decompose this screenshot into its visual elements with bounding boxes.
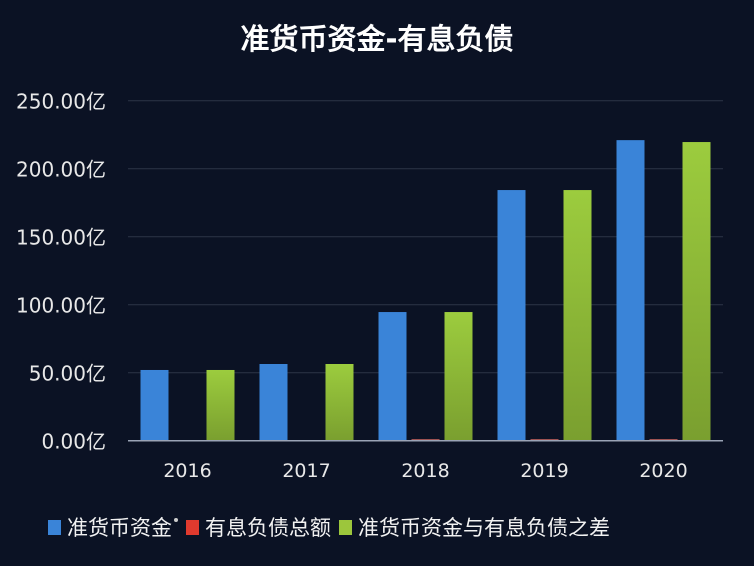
bar-2018-series-0 (378, 312, 407, 441)
x-tick-label: 2017 (282, 460, 330, 482)
x-tick-label: 2016 (163, 460, 211, 482)
legend-swatch-blue (48, 519, 61, 535)
legend-label: 准货币资金 (67, 516, 172, 540)
y-tick-label: 0.00亿 (41, 430, 106, 454)
chart-title: 准货币资金-有息负债 (240, 22, 514, 56)
legend: 准货币资金 有息负债总额 准货币资金与有息负债之差 (48, 512, 618, 542)
y-tick-label: 250.00亿 (16, 90, 106, 114)
legend-swatch-green (339, 519, 352, 535)
bar-2017-series-2 (325, 363, 354, 441)
bar-2018-series-2 (444, 312, 473, 441)
dot-icon (174, 518, 178, 522)
legend-item-difference: 准货币资金与有息负债之差 (339, 512, 610, 542)
bar-2020-series-0 (616, 140, 645, 441)
legend-label: 准货币资金与有息负债之差 (358, 516, 610, 540)
legend-item-debt: 有息负债总额 (186, 512, 331, 542)
bar-2019-series-0 (497, 190, 526, 441)
legend-item-quasi-cash: 准货币资金 (48, 512, 178, 542)
bar-2016-series-0 (140, 369, 169, 441)
bar-2019-series-2 (563, 190, 592, 441)
bar-2016-series-2 (206, 369, 235, 441)
x-tick-label: 2018 (401, 460, 449, 482)
y-tick-label: 150.00亿 (16, 226, 106, 250)
legend-label: 有息负债总额 (205, 516, 331, 540)
y-tick-label: 100.00亿 (16, 294, 106, 318)
bar-2020-series-2 (682, 142, 711, 441)
y-tick-label: 200.00亿 (16, 158, 106, 182)
x-tick-label: 2019 (520, 460, 568, 482)
bar-2017-series-0 (259, 363, 288, 441)
legend-swatch-red (186, 519, 199, 535)
y-tick-label: 50.00亿 (29, 362, 106, 386)
x-tick-label: 2020 (639, 460, 687, 482)
